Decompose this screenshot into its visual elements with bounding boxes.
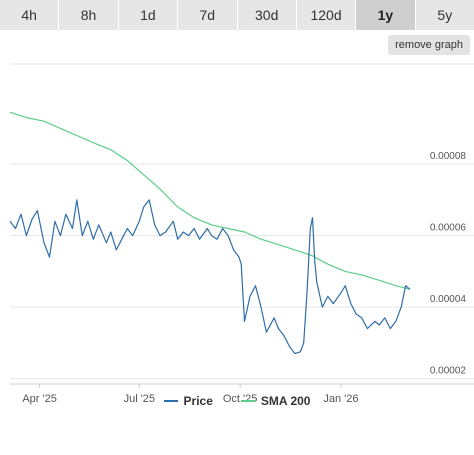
tab-1d[interactable]: 1d xyxy=(118,0,179,30)
x-tick-label: Jan '26 xyxy=(323,393,358,405)
tab-7d[interactable]: 7d xyxy=(178,0,238,30)
tab-30d[interactable]: 30d xyxy=(237,0,297,30)
y-tick-label: 0.00002 xyxy=(430,366,467,377)
legend-item-sma[interactable]: SMA 200 xyxy=(240,394,311,408)
price-line xyxy=(9,199,411,355)
tab-120d[interactable]: 120d xyxy=(296,0,357,30)
sma-swatch xyxy=(240,400,255,402)
tab-4h[interactable]: 4h xyxy=(0,0,60,30)
legend-label-price: Price xyxy=(183,394,213,408)
x-tick-label: Jul '25 xyxy=(124,393,155,405)
tab-1y[interactable]: 1y xyxy=(356,0,416,30)
sma-200-line xyxy=(9,111,411,290)
time-range-tabs: 4h 8h 1d 7d 30d 120d 1y 5y xyxy=(0,0,474,30)
y-tick-label: 0.00004 xyxy=(430,294,467,305)
tab-5y[interactable]: 5y xyxy=(415,0,474,30)
x-tick-label: Oct '25 xyxy=(223,393,258,405)
x-tick-label: Apr '25 xyxy=(22,393,57,405)
price-swatch xyxy=(163,400,178,402)
legend-item-price[interactable]: Price xyxy=(163,394,213,408)
legend-label-sma: SMA 200 xyxy=(260,394,311,408)
y-tick-label: 0.00008 xyxy=(430,151,467,162)
tab-8h[interactable]: 8h xyxy=(59,0,119,30)
chart-legend: Price SMA 200 xyxy=(0,394,474,408)
y-tick-label: 0.00006 xyxy=(430,223,467,234)
remove-graph-button[interactable]: remove graph xyxy=(388,35,470,55)
